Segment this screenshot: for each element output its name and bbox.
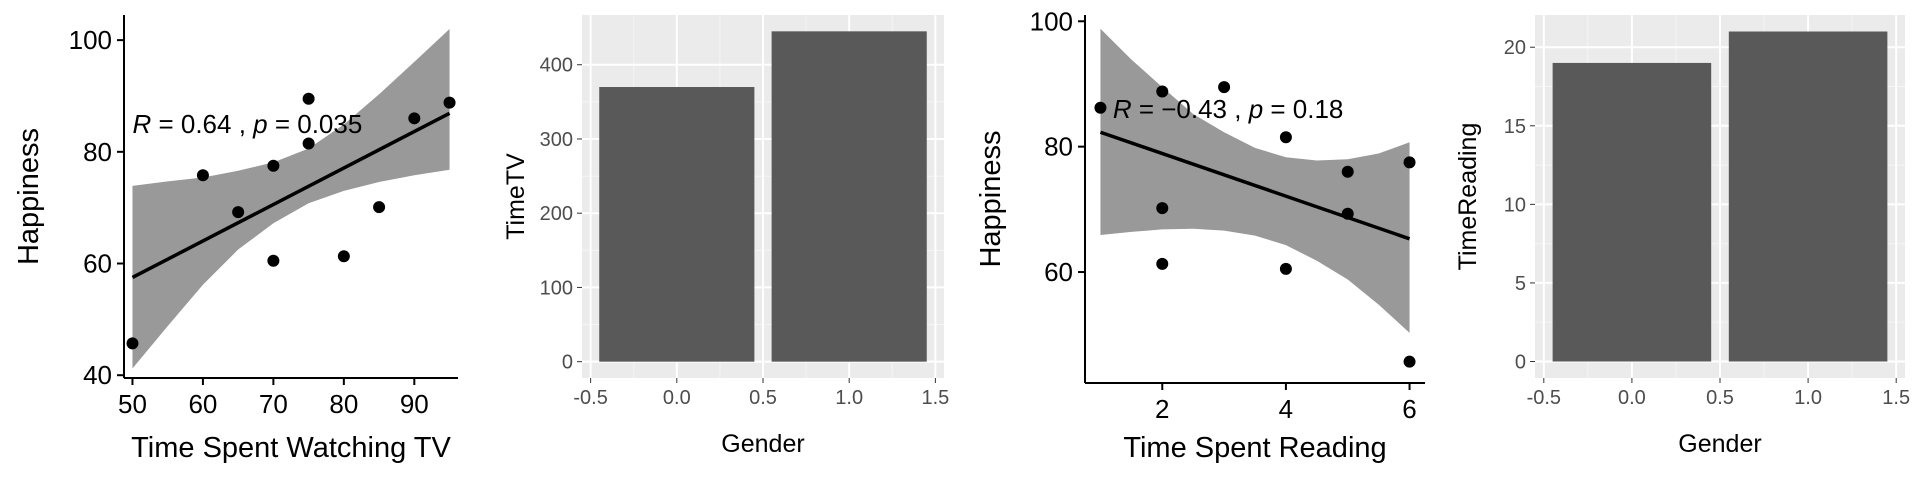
x-tick-label: 6	[1402, 394, 1416, 424]
data-point	[196, 169, 209, 182]
data-point	[302, 92, 315, 105]
y-tick-label: 0	[562, 352, 573, 374]
data-point	[267, 159, 280, 172]
correlation-annotation: R = −0.43 , p = 0.18	[1113, 94, 1344, 124]
x-tick-label: 0.0	[1618, 387, 1646, 409]
p-symbol: p	[1248, 94, 1263, 124]
y-axis-label: TimeReading	[1454, 123, 1482, 271]
x-tick-label: 80	[329, 389, 358, 419]
bar	[1728, 31, 1888, 362]
y-tick-label: 300	[540, 129, 573, 151]
x-tick-label: 2	[1155, 394, 1169, 424]
data-point	[1341, 207, 1354, 220]
confidence-band	[132, 28, 450, 369]
x-tick-label: 1.0	[1794, 387, 1822, 409]
r-value: = 0.64 ,	[151, 109, 253, 139]
x-tick-label: -0.5	[573, 387, 607, 409]
x-tick-label: 1.5	[1882, 387, 1910, 409]
x-tick-label: 50	[118, 389, 147, 419]
x-axis-label: Time Spent Reading	[1123, 432, 1386, 464]
data-point	[1341, 165, 1354, 178]
data-point	[408, 112, 421, 125]
x-tick-label: -0.5	[1527, 387, 1561, 409]
x-axis-label: Time Spent Watching TV	[131, 432, 451, 464]
y-tick-label: 10	[1504, 194, 1526, 216]
data-point	[373, 201, 386, 214]
y-tick-label: 80	[83, 137, 112, 167]
regression-line	[1099, 130, 1411, 241]
y-tick-label: 100	[540, 277, 573, 299]
data-point	[1156, 202, 1169, 215]
data-point	[1218, 81, 1231, 94]
x-tick-label: 60	[188, 389, 217, 419]
y-tick-label: 15	[1504, 116, 1526, 138]
data-point	[126, 337, 139, 350]
y-tick-label: 100	[69, 25, 112, 55]
chart-panel-1: R = 0.64 , p = 0.035 50 60 70 80 90 40 60 80 100 T…	[13, 15, 458, 464]
bar	[771, 31, 927, 362]
data-point	[1156, 257, 1169, 270]
bar	[599, 87, 755, 362]
data-point	[302, 137, 315, 150]
x-tick-label: 90	[400, 389, 429, 419]
x-axis-label: Gender	[1678, 430, 1761, 458]
x-tick-label: 1.0	[835, 387, 863, 409]
y-tick-label: 200	[540, 203, 573, 225]
p-symbol: p	[252, 109, 267, 139]
x-tick-label: 70	[259, 389, 288, 419]
data-point	[1279, 131, 1292, 144]
y-axis-label: Happiness	[975, 130, 1007, 267]
chart-panel-2: -0.5 0.0 0.5 1.0 1.5 0 100 200 300 400 Gender TimeT…	[502, 15, 949, 458]
correlation-annotation: R = 0.64 , p = 0.035	[132, 109, 362, 139]
y-tick-label: 60	[83, 249, 112, 279]
data-point	[1094, 101, 1107, 114]
p-value: = 0.035	[268, 109, 363, 139]
bar	[1552, 62, 1712, 362]
data-point	[443, 96, 456, 109]
data-point	[1279, 262, 1292, 275]
y-tick-label: 20	[1504, 37, 1526, 59]
x-tick-label: 0.5	[1706, 387, 1734, 409]
y-axis-label: TimeTV	[502, 153, 530, 240]
x-tick-label: 1.5	[921, 387, 949, 409]
data-point	[1403, 156, 1416, 169]
y-tick-label: 400	[540, 55, 573, 77]
r-symbol: R	[132, 109, 151, 139]
chart-panel-3: R = −0.43 , p = 0.18 2 4 6 60 80 100 Time Spent…	[975, 6, 1425, 464]
r-symbol: R	[1113, 94, 1132, 124]
chart-panel-4: -0.5 0.0 0.5 1.0 1.5 0 5 10 15 20 Gender TimeReadin…	[1454, 15, 1910, 458]
r-value: = −0.43 ,	[1132, 94, 1249, 124]
x-axis-label: Gender	[721, 430, 804, 458]
y-tick-label: 0	[1515, 352, 1526, 374]
data-point	[267, 254, 280, 267]
y-axis-label: Happiness	[13, 128, 45, 265]
y-tick-label: 5	[1515, 273, 1526, 295]
y-tick-label: 60	[1044, 257, 1073, 287]
regression-line	[131, 111, 451, 280]
y-tick-label: 80	[1044, 132, 1073, 162]
y-tick-label: 40	[83, 360, 112, 390]
x-tick-label: 0.0	[663, 387, 691, 409]
y-tick-label: 100	[1030, 6, 1073, 36]
data-point	[1156, 85, 1169, 98]
x-tick-label: 4	[1279, 394, 1293, 424]
data-point	[1403, 355, 1416, 368]
data-point	[232, 206, 245, 219]
data-point	[337, 250, 350, 263]
x-tick-label: 0.5	[749, 387, 777, 409]
p-value: = 0.18	[1263, 94, 1343, 124]
confidence-band	[1100, 28, 1410, 333]
